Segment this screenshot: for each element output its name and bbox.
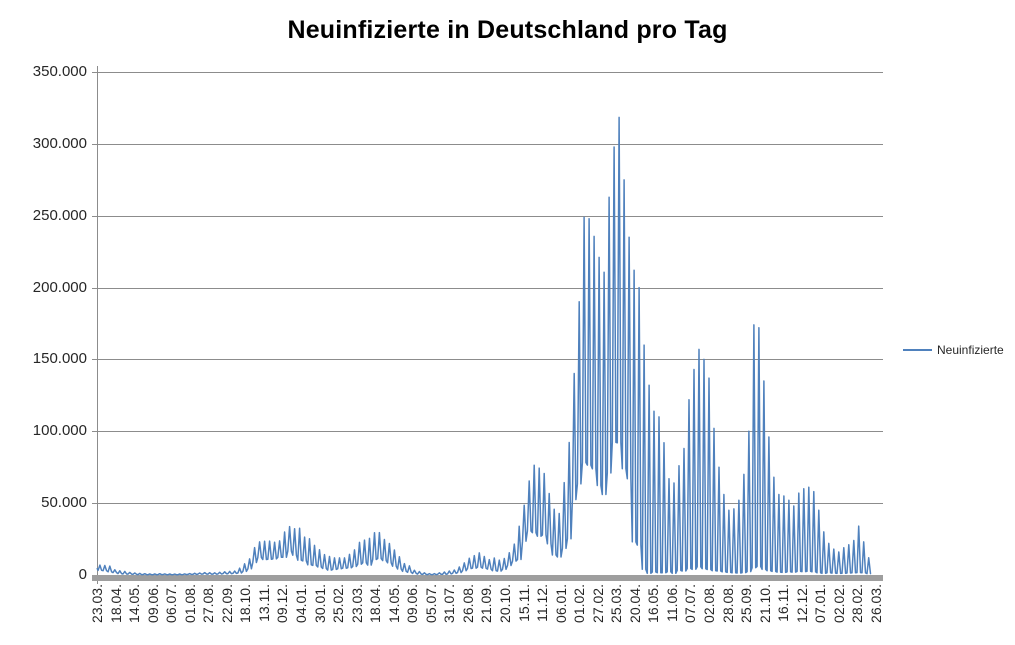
x-tick-label: 06.01. <box>552 584 569 623</box>
x-tick-label: 30.01. <box>311 584 328 623</box>
x-tick-label: 02.08. <box>700 584 717 623</box>
x-tick-label: 11.06. <box>663 584 680 622</box>
x-tick-label: 09.06. <box>404 584 421 623</box>
x-tick-label: 31.07. <box>441 584 458 623</box>
y-tick-label: 100.000 <box>32 422 87 440</box>
x-tick-label: 09.06. <box>144 584 161 623</box>
x-tick-label: 28.02. <box>849 584 866 623</box>
x-tick-label: 16.11. <box>775 584 792 622</box>
x-tick-label: 07.01. <box>812 584 829 623</box>
x-tick-label: 23.03. <box>89 584 105 623</box>
x-tick-label: 21.10. <box>756 584 773 623</box>
x-tick-label: 26.08. <box>459 584 476 623</box>
x-tick-label: 20.10. <box>496 584 513 623</box>
x-tick-label: 04.01. <box>292 584 309 623</box>
x-tick-label: 06.07. <box>163 584 180 623</box>
x-tick-label: 27.02. <box>589 584 606 623</box>
x-tick-label: 26.03. <box>867 584 884 623</box>
y-tick-label: 300.000 <box>32 134 87 152</box>
x-tick-label: 14.05. <box>385 584 402 623</box>
x-tick-label: 21.09. <box>478 584 495 623</box>
x-tick-label: 20.04. <box>626 584 643 623</box>
y-tick-label: 200.000 <box>32 278 87 296</box>
series-line-neuinfizierte <box>96 116 872 576</box>
y-tick-label: 0 <box>78 566 87 583</box>
x-tick-label: 12.12. <box>793 584 810 623</box>
x-tick-label: 02.02. <box>830 584 847 623</box>
x-tick-label: 09.12. <box>274 584 291 623</box>
x-tick-label: 25.09. <box>738 584 755 623</box>
y-tick-label: 350.000 <box>32 63 87 80</box>
y-tick-label: 50.000 <box>41 494 87 512</box>
x-tick-label: 01.02. <box>571 584 588 623</box>
x-tick-label: 16.05. <box>645 584 662 623</box>
y-tick-label: 150.000 <box>32 350 87 368</box>
x-tick-label: 23.03. <box>348 584 365 623</box>
x-tick-label: 05.07. <box>422 584 439 623</box>
legend: Neuinfizierte <box>903 343 1004 357</box>
x-tick-label: 27.08. <box>200 584 217 623</box>
x-tick-label: 25.02. <box>330 584 347 623</box>
x-tick-label: 11.12. <box>534 584 551 622</box>
x-tick-label: 15.11. <box>515 584 532 622</box>
x-tick-label: 07.07. <box>682 584 699 623</box>
x-axis-line <box>92 575 883 581</box>
legend-label: Neuinfizierte <box>937 343 1004 357</box>
x-tick-label: 28.08. <box>719 584 736 623</box>
x-tick-label: 13.11. <box>255 584 272 622</box>
y-tick-label: 250.000 <box>32 206 87 224</box>
legend-line-sample <box>903 349 932 351</box>
x-tick-label: 22.09. <box>218 584 235 623</box>
x-tick-label: 18.04. <box>367 584 384 623</box>
x-tick-label: 18.04. <box>107 584 124 623</box>
x-tick-label: 14.05. <box>126 584 143 623</box>
x-tick-label: 18.10. <box>237 584 254 623</box>
x-tick-label: 25.03. <box>608 584 625 623</box>
x-tick-label: 01.08. <box>181 584 198 623</box>
chart-title: Neuinfizierte in Deutschland pro Tag <box>287 16 728 44</box>
